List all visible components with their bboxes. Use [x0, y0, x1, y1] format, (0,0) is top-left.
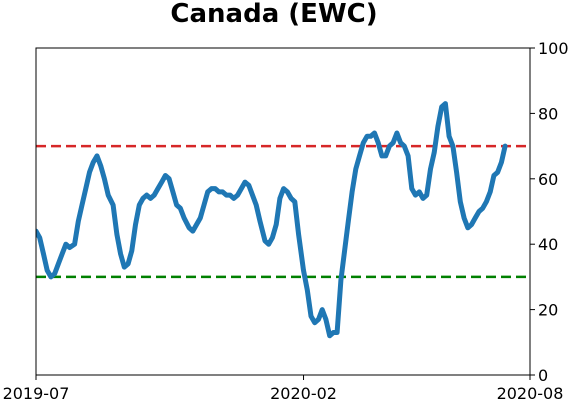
y-axis: 0 20 40 60 80 100 [530, 39, 569, 385]
chart-title: Canada (EWC) [170, 0, 377, 29]
y-tick-label: 0 [538, 366, 548, 385]
plot-frame [35, 47, 531, 376]
y-tick-label: 100 [538, 39, 569, 58]
x-tick-label: 2020-02 [270, 384, 337, 402]
y-tick-label: 60 [538, 170, 558, 189]
series-line-0 [36, 101, 508, 339]
y-tick-label: 20 [538, 301, 558, 320]
reference-lines [36, 144, 530, 279]
y-tick-label: 80 [538, 104, 558, 123]
series-layer [36, 101, 508, 339]
x-tick-label: 2019-07 [3, 384, 70, 402]
x-axis: 2019-07 2020-02 2020-08 [3, 375, 564, 402]
y-tick-label: 40 [538, 235, 558, 254]
x-tick-label: 2020-08 [497, 384, 564, 402]
